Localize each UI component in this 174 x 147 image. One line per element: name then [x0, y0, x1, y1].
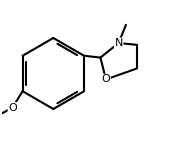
Text: O: O: [102, 74, 110, 84]
Text: O: O: [8, 103, 17, 113]
Text: N: N: [114, 38, 123, 48]
